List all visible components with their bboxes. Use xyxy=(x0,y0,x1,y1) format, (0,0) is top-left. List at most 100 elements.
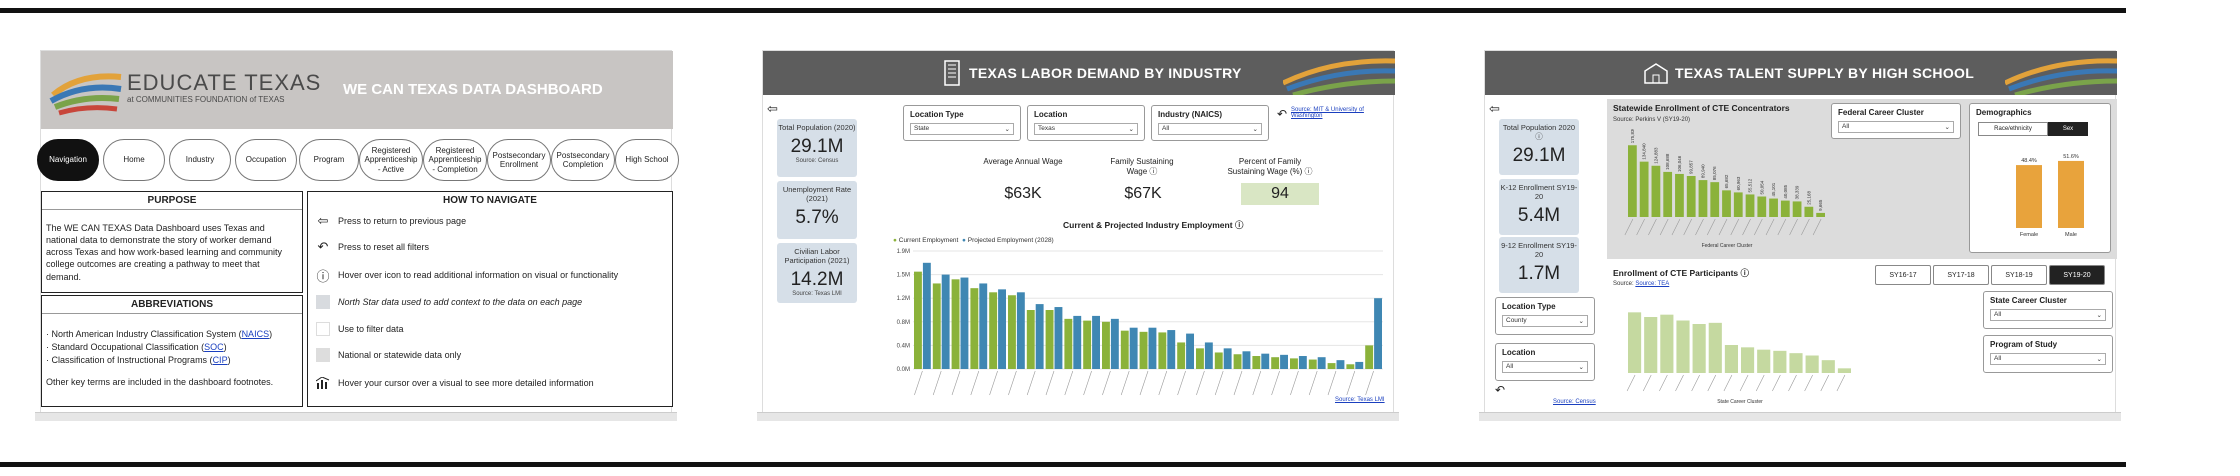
data-label: 65,682 xyxy=(1724,174,1729,188)
x-tick-label xyxy=(1271,370,1280,396)
location-type-filter[interactable]: Location Type County ⌄ xyxy=(1495,297,1595,335)
bar xyxy=(1724,345,1738,373)
y-tick-label: 0.4M xyxy=(897,343,910,349)
bar xyxy=(998,289,1006,369)
x-tick-label xyxy=(1102,370,1111,396)
demographics-chart[interactable]: 48.4% Female 51.6% Male xyxy=(1974,140,2108,250)
x-tick-label xyxy=(1765,218,1775,236)
bar xyxy=(1139,331,1148,369)
x-tick-label xyxy=(1804,374,1813,392)
x-tick-label xyxy=(1252,370,1262,396)
nav-apprenticeship-active[interactable]: Registered Apprenticeship - Active xyxy=(359,139,423,181)
bar xyxy=(1757,196,1767,217)
top-source[interactable]: Source: MIT & University of Washington xyxy=(1291,107,1364,119)
nav-program[interactable]: Program xyxy=(299,139,359,181)
cip-link[interactable]: CIP xyxy=(212,355,228,366)
bottom-source[interactable]: Source: Texas LMI xyxy=(1335,397,1385,403)
abbreviations-heading: ABBREVIATIONS xyxy=(42,296,302,314)
naics-link[interactable]: NAICS xyxy=(241,329,270,339)
dashboard-home-panel: EDUCATE TEXAS at COMMUNITIES FOUNDATION … xyxy=(35,50,679,421)
how-row-back: ⇦ Press to return to previous page xyxy=(317,213,467,228)
reset-icon[interactable]: ↶ xyxy=(1495,383,1506,397)
school-icon xyxy=(1644,63,1668,84)
tab-sy16-17[interactable]: SY16-17 xyxy=(1875,265,1931,285)
y-tick-label: 0.0M xyxy=(897,367,910,373)
tab-sy19-20[interactable]: SY19-20 xyxy=(2049,265,2105,285)
panel-scrollbar[interactable] xyxy=(1479,412,2121,421)
race-ethnicity-toggle[interactable]: Race/ethnicity xyxy=(1978,122,2048,136)
bar xyxy=(932,283,941,369)
x-tick-label xyxy=(1789,218,1798,236)
data-label: 55,512 xyxy=(1748,178,1753,192)
building-icon xyxy=(944,60,960,86)
data-label: 45,101 xyxy=(1771,182,1776,196)
nav-occupation[interactable]: Occupation xyxy=(235,139,297,181)
labor-demand-panel: TEXAS LABOR DEMAND BY INDUSTRY ⇦ Total P… xyxy=(757,50,1399,421)
bar xyxy=(1242,351,1251,369)
bar xyxy=(1280,354,1288,369)
bar xyxy=(922,262,931,369)
location-type-filter[interactable]: Location Type State ⌄ xyxy=(903,105,1021,141)
bar xyxy=(960,277,969,369)
nav-industry[interactable]: Industry xyxy=(169,139,231,181)
cte-concentrators-chart[interactable]: 175,830 134,840 124,883 108,688 106,046 99,85… xyxy=(1609,129,1831,257)
bar xyxy=(1271,357,1280,369)
x-tick-label xyxy=(1290,370,1299,396)
back-arrow-icon[interactable]: ⇦ xyxy=(767,101,778,116)
chevron-down-icon: ⌄ xyxy=(1578,318,1584,325)
chevron-down-icon: ⌄ xyxy=(1578,364,1584,371)
location-filter[interactable]: Location All ⌄ xyxy=(1495,343,1595,381)
bar xyxy=(1177,342,1186,369)
sex-toggle[interactable]: Sex xyxy=(2048,122,2088,136)
info-icon: ⓘ xyxy=(316,268,330,284)
bar xyxy=(1745,194,1755,217)
tab-sy18-19[interactable]: SY18-19 xyxy=(1991,265,2047,285)
program-of-study-filter[interactable]: Program of Study All ⌄ xyxy=(1983,335,2113,373)
x-tick-label xyxy=(1365,370,1374,396)
purpose-heading: PURPOSE xyxy=(42,192,302,210)
x-tick-label xyxy=(1739,374,1749,392)
cte-participants-chart[interactable]: State Career Cluster xyxy=(1609,291,1859,413)
state-cluster-filter[interactable]: State Career Cluster All ⌄ xyxy=(1983,291,2113,329)
bar xyxy=(1026,310,1035,369)
nav-postsecondary-completion[interactable]: Postsecondary Completion xyxy=(551,139,615,181)
y-tick-label: 1.5M xyxy=(897,273,910,279)
location-filter[interactable]: Location Texas ⌄ xyxy=(1027,105,1145,141)
cte-participants-section: Enrollment of CTE Participants ⓘ Source:… xyxy=(1607,263,2117,413)
panel-scrollbar[interactable] xyxy=(35,412,677,421)
bar xyxy=(951,279,960,369)
nav-apprenticeship-completion[interactable]: Registered Apprenticeship - Completion xyxy=(423,139,487,181)
industry-employment-chart[interactable]: 0.0M 0.4M 0.8M 1.2M 1.5M 1.9M xyxy=(887,245,1387,409)
federal-cluster-filter[interactable]: Federal Career Cluster All ⌄ xyxy=(1831,103,1961,139)
how-row-filter: Use to filter data xyxy=(316,322,404,336)
x-tick-label xyxy=(1626,374,1636,392)
data-label: 85,076 xyxy=(1712,166,1717,180)
info-icon: ⓘ xyxy=(1740,268,1750,278)
participants-source: Source: Source: TEA xyxy=(1613,281,1670,287)
back-arrow-icon[interactable]: ⇦ xyxy=(1489,101,1500,116)
demographics-card: Demographics Race/ethnicity Sex 48.4% Fem… xyxy=(1969,103,2111,253)
nav-home[interactable]: Home xyxy=(103,139,165,181)
reset-icon[interactable]: ↶ xyxy=(1277,107,1288,121)
x-tick-label xyxy=(1064,370,1074,396)
x-tick-label xyxy=(1742,218,1751,236)
bar xyxy=(1120,330,1129,369)
bar xyxy=(1708,322,1722,373)
x-tick-label xyxy=(1659,374,1668,392)
bar xyxy=(1675,173,1684,217)
panel-scrollbar[interactable] xyxy=(757,412,1399,421)
cte-source: Source: Perkins V (SY19-20) xyxy=(1613,117,1691,123)
bar xyxy=(1816,212,1825,217)
cte-title: Statewide Enrollment of CTE Concentrator… xyxy=(1613,103,1790,113)
how-to-navigate-heading: HOW TO NAVIGATE xyxy=(443,195,537,206)
nav-postsecondary-enrollment[interactable]: Postsecondary Enrollment xyxy=(487,139,551,181)
tab-sy17-18[interactable]: SY17-18 xyxy=(1933,265,1989,285)
chevron-down-icon: ⌄ xyxy=(2096,312,2102,319)
bar xyxy=(1741,347,1755,373)
industry-filter[interactable]: Industry (NAICS) All ⌄ xyxy=(1151,105,1269,141)
nav-navigation[interactable]: Navigation xyxy=(37,139,99,181)
page-title: TEXAS LABOR DEMAND BY INDUSTRY xyxy=(969,65,1242,81)
nav-high-school[interactable]: High School xyxy=(615,139,679,181)
x-tick-label xyxy=(1139,370,1149,396)
soc-link[interactable]: SOC xyxy=(204,342,224,353)
